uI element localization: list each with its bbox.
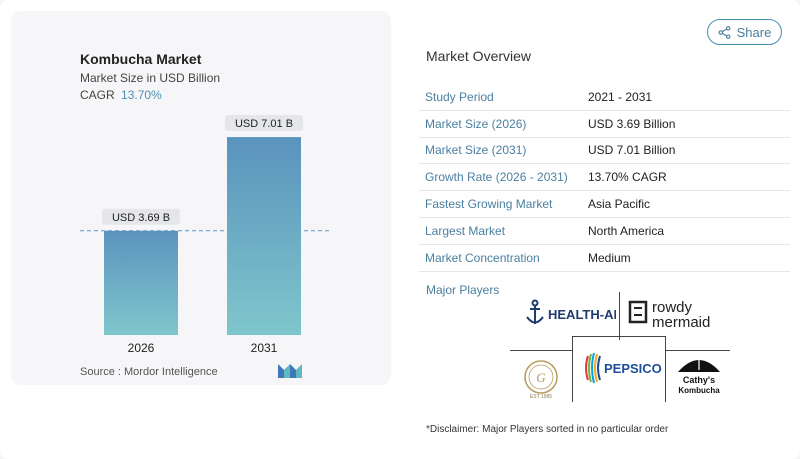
mermaid-text: mermaid bbox=[652, 314, 710, 331]
kombucha-text: Kombucha bbox=[678, 386, 720, 395]
overview-row-label: Largest Market bbox=[425, 223, 506, 238]
data-label-bg bbox=[102, 208, 180, 225]
overview-row: Market Size (2026) USD 3.69 Billion bbox=[419, 111, 790, 138]
overview-title: Market Overview bbox=[426, 48, 532, 64]
overview-table: Study Period 2021 - 2031 Market Size (2026… bbox=[419, 84, 790, 272]
bar-chart: USD 3.69 B 2026 USD 7.01 B 2031 bbox=[80, 115, 330, 355]
chart-cagr: CAGR 13.70% bbox=[80, 88, 162, 102]
pepsico-globe-icon bbox=[585, 352, 601, 384]
health-ade-text: HEALTH-ADE bbox=[548, 307, 616, 322]
overview-row: Market Size (2031) USD 7.01 Billion bbox=[419, 138, 790, 165]
rowdy-text: rowdy bbox=[652, 299, 693, 316]
cagr-value: 13.70% bbox=[121, 88, 162, 102]
overview-row-value: North America bbox=[588, 223, 665, 238]
grid-divider bbox=[665, 350, 730, 351]
chart-title: Kombucha Market bbox=[80, 51, 202, 67]
players-title: Major Players bbox=[426, 283, 500, 297]
share-button[interactable]: Share bbox=[707, 19, 782, 45]
overview-row-value: 2021 - 2031 bbox=[588, 89, 653, 104]
players-logo-grid: HEALTH-ADE rowdy mermaid G EST 1995 PEPS… bbox=[510, 292, 730, 402]
chart-subtitle: Market Size in USD Billion bbox=[80, 71, 221, 85]
anchor-icon bbox=[526, 299, 544, 324]
overview-row: Study Period 2021 - 2031 bbox=[419, 84, 790, 111]
pepsico-text: PEPSICO bbox=[604, 361, 662, 376]
overview-row-value: Asia Pacific bbox=[588, 197, 651, 212]
chart-card bbox=[11, 11, 391, 385]
grid-divider bbox=[619, 292, 620, 340]
overview-row: Largest Market North America bbox=[419, 218, 790, 245]
rowdy-mermaid-logo: rowdy mermaid bbox=[628, 299, 710, 331]
category-label: 2026 bbox=[128, 341, 155, 355]
cathys-kombucha-logo: Cathy's Kombucha bbox=[678, 354, 720, 395]
pepsico-logo: PEPSICO bbox=[585, 352, 662, 384]
gts-est-text: EST 1995 bbox=[530, 394, 552, 400]
overview-row-label: Growth Rate (2026 - 2031) bbox=[425, 170, 568, 185]
grid-divider bbox=[510, 350, 572, 351]
overview-row: Growth Rate (2026 - 2031) 13.70% CAGR bbox=[419, 164, 790, 192]
cathys-text: Cathy's bbox=[683, 375, 715, 385]
gts-logo: G EST 1995 bbox=[524, 360, 558, 400]
overview-row-value: Medium bbox=[588, 250, 631, 265]
overview-row-value: 13.70% CAGR bbox=[588, 170, 667, 185]
svg-text:G: G bbox=[536, 370, 546, 385]
overview-row-label: Market Size (2026) bbox=[425, 116, 527, 131]
bar-2026 bbox=[104, 230, 178, 335]
grid-divider bbox=[572, 336, 573, 402]
grid-divider bbox=[665, 336, 666, 402]
cagr-label: CAGR bbox=[80, 88, 115, 102]
source-text: Source : Mordor Intelligence bbox=[80, 366, 218, 378]
overview-row-label: Market Size (2031) bbox=[425, 143, 527, 158]
overview-row-label: Fastest Growing Market bbox=[425, 197, 553, 212]
mordor-logo-icon bbox=[278, 364, 302, 378]
overview-row-label: Study Period bbox=[425, 89, 494, 104]
rowdy-square-icon bbox=[628, 300, 648, 324]
overview-row-value: USD 7.01 Billion bbox=[588, 143, 676, 158]
overview-row-label: Market Concentration bbox=[425, 250, 540, 265]
share-icon bbox=[718, 25, 731, 39]
disclaimer: *Disclaimer: Major Players sorted in no … bbox=[426, 424, 669, 435]
overview-row: Fastest Growing Market Asia Pacific bbox=[419, 191, 790, 218]
bar-2031 bbox=[227, 137, 301, 335]
health-ade-logo: HEALTH-ADE bbox=[526, 299, 616, 324]
overview-row: Market Concentration Medium bbox=[419, 245, 790, 272]
category-label: 2031 bbox=[251, 341, 278, 355]
overview-row-value: USD 3.69 Billion bbox=[588, 116, 676, 131]
grid-divider bbox=[572, 336, 665, 337]
data-label: USD 7.01 B bbox=[235, 118, 293, 130]
data-label-bg bbox=[225, 115, 303, 132]
share-label: Share bbox=[736, 24, 772, 40]
data-label: USD 3.69 B bbox=[112, 212, 170, 224]
